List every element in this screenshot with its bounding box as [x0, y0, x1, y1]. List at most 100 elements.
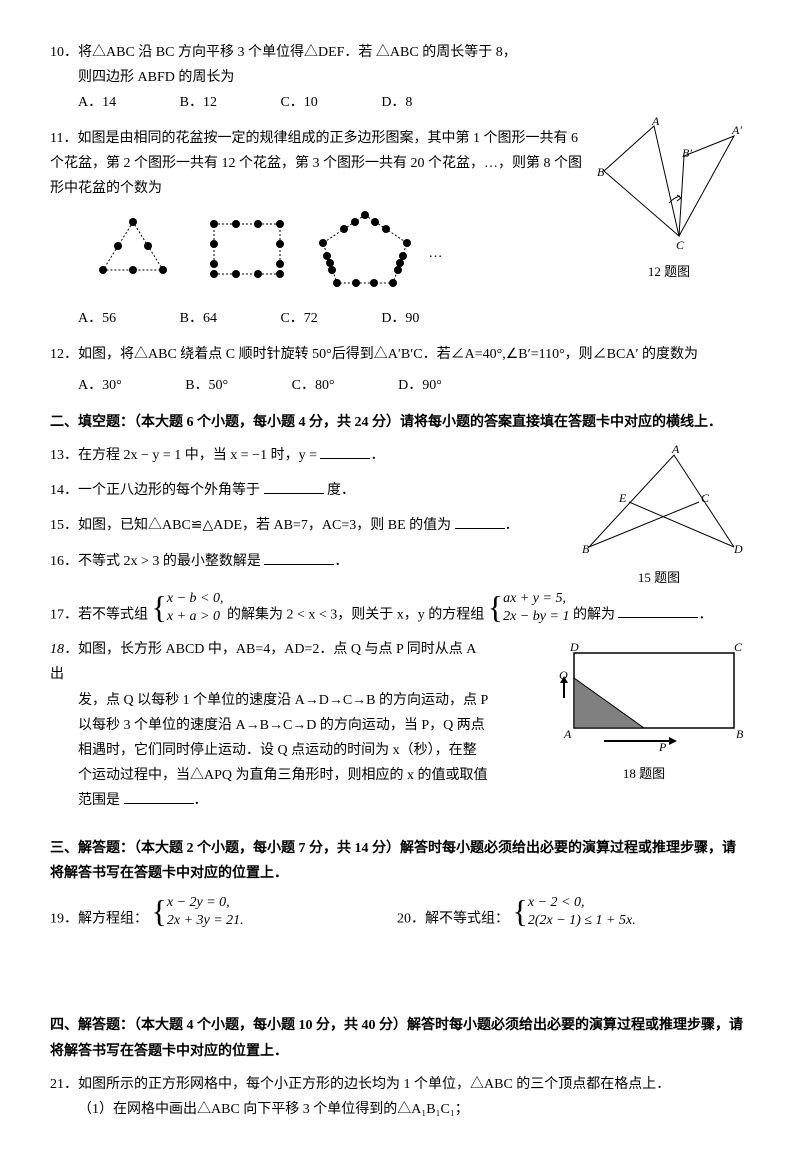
q15-diagram-svg: A B D E C — [574, 447, 744, 557]
q15-figure: A B D E C 15 题图 — [574, 447, 744, 590]
q19-label: 解方程组： — [78, 911, 148, 926]
q18-l4: 相遇时，它们同时停止运动．设 Q 点运动的时间为 x（秒），在整 — [50, 738, 490, 763]
q10-D: D．8 — [381, 90, 412, 115]
q21-text: 如图所示的正方形网格中，每个小正方形的边长均为 1 个单位，△ABC 的三个顶点… — [78, 1077, 670, 1092]
svg-text:C: C — [734, 640, 743, 654]
svg-text:B: B — [736, 727, 744, 741]
question-21: 21．如图所示的正方形网格中，每个小正方形的边长均为 1 个单位，△ABC 的三… — [50, 1072, 744, 1122]
q18-l6b: ． — [194, 793, 208, 808]
q17-eq1-l1: x − b < 0, — [167, 591, 224, 606]
q15-text-b: ． — [505, 518, 519, 533]
q18-l2: 发，点 Q 以每秒 1 个单位的速度沿 A→D→C→B 的方向运动，点 P — [50, 688, 490, 713]
svg-text:A: A — [651, 114, 660, 128]
q18-l3: 以每秒 3 个单位的速度沿 A→B→C→D 的方向运动，当 P，Q 两点 — [50, 713, 490, 738]
q10-num: 10． — [50, 45, 78, 60]
brace-icon: { — [152, 595, 167, 621]
q10-choices: A．14 B．12 C．10 D．8 — [50, 90, 744, 115]
q19-num: 19． — [50, 911, 78, 926]
svg-text:Q: Q — [559, 668, 568, 682]
q18-l6a: 范围是 — [78, 793, 124, 808]
q17-eq2-l1: ax + y = 5, — [503, 591, 566, 606]
brace-icon: { — [513, 899, 528, 925]
q14-blank — [264, 479, 324, 494]
q10-line2: 则四边形 ABFD 的周长为 — [50, 65, 744, 90]
q11-C: C．72 — [280, 306, 317, 331]
q20-l1: x − 2 < 0, — [528, 895, 585, 910]
svg-text:D: D — [733, 542, 743, 556]
q10-C: C．10 — [280, 90, 317, 115]
svg-text:A: A — [563, 727, 572, 741]
q17-text-b: 的解为 — [573, 607, 619, 622]
q12-figcap: 12 题图 — [594, 260, 744, 283]
q19-eq: { x − 2y = 0, 2x + 3y = 21. — [152, 894, 244, 930]
svg-text:C: C — [701, 491, 710, 505]
svg-text:C: C — [676, 238, 685, 252]
q13-blank — [320, 444, 370, 459]
sec2-text: 二、填空题：（本大题 6 个小题，每小题 4 分，共 24 分）请将每小题的答案… — [50, 415, 722, 430]
sec3-text: 三、解答题：（本大题 2 个小题，每小题 7 分，共 14 分）解答时每小题必须… — [50, 841, 736, 881]
q19-l1: x − 2y = 0, — [167, 895, 230, 910]
q12-figure: A B C B′ A′ 12 题图 — [594, 121, 744, 284]
q20-label: 解不等式组： — [425, 911, 509, 926]
q21-sub1: （1）在网格中画出△ABC 向下平移 3 个单位得到的△A₁B₁C₁； — [50, 1097, 744, 1122]
q11-num: 11． — [50, 131, 77, 146]
pattern-pentagon — [315, 209, 415, 298]
q14-text-a: 一个正八边形的每个外角等于 — [78, 483, 264, 498]
question-11: A B C B′ A′ 12 题图 11．如图是由相同的花盆按一定的规律组成的正… — [50, 126, 744, 332]
q17-eq1: { x − b < 0, x + a > 0 — [152, 590, 224, 626]
q17-eq2-l2: 2x − by = 1 — [503, 609, 569, 624]
pattern-square — [202, 214, 292, 293]
q16-num: 16． — [50, 554, 78, 569]
q11-A: A．56 — [78, 306, 116, 331]
q16-text-b: ． — [334, 554, 348, 569]
q11-choices: A．56 B．64 C．72 D．90 — [50, 306, 744, 331]
q15-figcap: 15 题图 — [574, 566, 744, 589]
q15-text-a: 如图，已知△ABC≌△ADE，若 AB=7，AC=3，则 BE 的值为 — [78, 518, 455, 533]
svg-text:A′: A′ — [731, 123, 742, 137]
section-3-header: 三、解答题：（本大题 2 个小题，每小题 7 分，共 14 分）解答时每小题必须… — [50, 836, 744, 886]
q11-B: B．64 — [180, 306, 217, 331]
question-18: D C A B Q P 18 题图 18．如图，长方形 ABCD 中，AB=4，… — [50, 637, 744, 813]
q19-q20-row: 19．解方程组： { x − 2y = 0, 2x + 3y = 21. 20．… — [50, 894, 744, 942]
ellipsis: … — [429, 246, 443, 261]
q14-num: 14． — [50, 483, 78, 498]
q20-eq: { x − 2 < 0, 2(2x − 1) ≤ 1 + 5x. — [513, 894, 636, 930]
pattern-triangle — [88, 214, 178, 293]
q13-num: 13． — [50, 448, 78, 463]
q17-text-c: ． — [698, 607, 712, 622]
svg-text:A: A — [671, 442, 680, 456]
q20-num: 20． — [397, 911, 425, 926]
q12-num: 12． — [50, 347, 78, 362]
section-2-header: 二、填空题：（本大题 6 个小题，每小题 4 分，共 24 分）请将每小题的答案… — [50, 410, 744, 435]
question-12: 12．如图，将△ABC 绕着点 C 顺时针旋转 50°后得到△A′B′C．若∠A… — [50, 342, 744, 398]
q17-eq2: { ax + y = 5, 2x − by = 1 — [488, 590, 570, 626]
q12-A: A．30° — [78, 373, 122, 398]
q18-l5: 个运动过程中，当△APQ 为直角三角形时，则相应的 x 的值或取值 — [50, 763, 490, 788]
q10-A: A．14 — [78, 90, 116, 115]
q14-text-b: 度． — [324, 483, 356, 498]
section-4-header: 四、解答题：（本大题 4 个小题，每小题 10 分，共 40 分）解答时每小题必… — [50, 1013, 744, 1063]
q11-D: D．90 — [381, 306, 419, 331]
q20-l2: 2(2x − 1) ≤ 1 + 5x. — [528, 913, 636, 928]
q12-text: 如图，将△ABC 绕着点 C 顺时针旋转 50°后得到△A′B′C．若∠A=40… — [78, 347, 698, 362]
q18-diagram-svg: D C A B Q P — [544, 643, 744, 753]
q18-l1: 如图，长方形 ABCD 中，AB=4，AD=2．点 Q 与点 P 同时从点 A … — [50, 642, 476, 682]
q21-num: 21． — [50, 1077, 78, 1092]
q13-text-a: 在方程 2x − y = 1 中，当 x = −1 时，y = — [78, 448, 320, 463]
q12-D: D．90° — [398, 373, 442, 398]
question-19: 19．解方程组： { x − 2y = 0, 2x + 3y = 21. — [50, 894, 397, 932]
q17-blank — [618, 603, 698, 618]
q17-mid: 的解集为 2 < x < 3，则关于 x，y 的方程组 — [227, 607, 484, 622]
q12-B: B．50° — [185, 373, 228, 398]
svg-text:B: B — [582, 542, 590, 556]
svg-text:B: B — [597, 165, 605, 179]
q19-l2: 2x + 3y = 21. — [167, 913, 244, 928]
q18-num: 18． — [50, 642, 78, 657]
question-10: 10．将△ABC 沿 BC 方向平移 3 个单位得△DEF．若 △ABC 的周长… — [50, 40, 744, 116]
question-17: 17．若不等式组 { x − b < 0, x + a > 0 的解集为 2 <… — [50, 590, 744, 628]
q18-blank — [124, 789, 194, 804]
q15-blank — [455, 514, 505, 529]
q13-text-b: ． — [370, 448, 384, 463]
q18-figcap: 18 题图 — [544, 762, 744, 785]
q10-B: B．12 — [180, 90, 217, 115]
